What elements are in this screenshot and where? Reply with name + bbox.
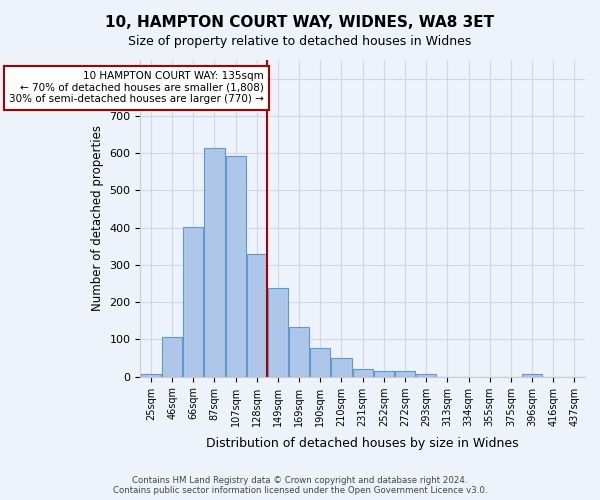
Bar (522, 374, 542, 376)
Text: Size of property relative to detached houses in Widnes: Size of property relative to detached ho… (128, 35, 472, 48)
Bar (331, 358, 352, 376)
Bar (268, 288, 288, 376)
Text: 10 HAMPTON COURT WAY: 135sqm
← 70% of detached houses are smaller (1,808)
30% of: 10 HAMPTON COURT WAY: 135sqm ← 70% of de… (10, 71, 264, 104)
X-axis label: Distribution of detached houses by size in Widnes: Distribution of detached houses by size … (206, 437, 519, 450)
Y-axis label: Number of detached properties: Number of detached properties (91, 126, 104, 312)
Bar (205, 148, 224, 376)
Bar (226, 156, 245, 376)
Text: Contains HM Land Registry data © Crown copyright and database right 2024.
Contai: Contains HM Land Registry data © Crown c… (113, 476, 487, 495)
Bar (141, 374, 161, 376)
Bar (247, 254, 267, 376)
Bar (289, 327, 309, 376)
Bar (353, 369, 373, 376)
Bar (416, 374, 436, 376)
Bar (162, 337, 182, 376)
Bar (374, 371, 394, 376)
Bar (183, 228, 203, 376)
Text: 10, HAMPTON COURT WAY, WIDNES, WA8 3ET: 10, HAMPTON COURT WAY, WIDNES, WA8 3ET (106, 15, 494, 30)
Bar (310, 348, 331, 376)
Bar (395, 371, 415, 376)
